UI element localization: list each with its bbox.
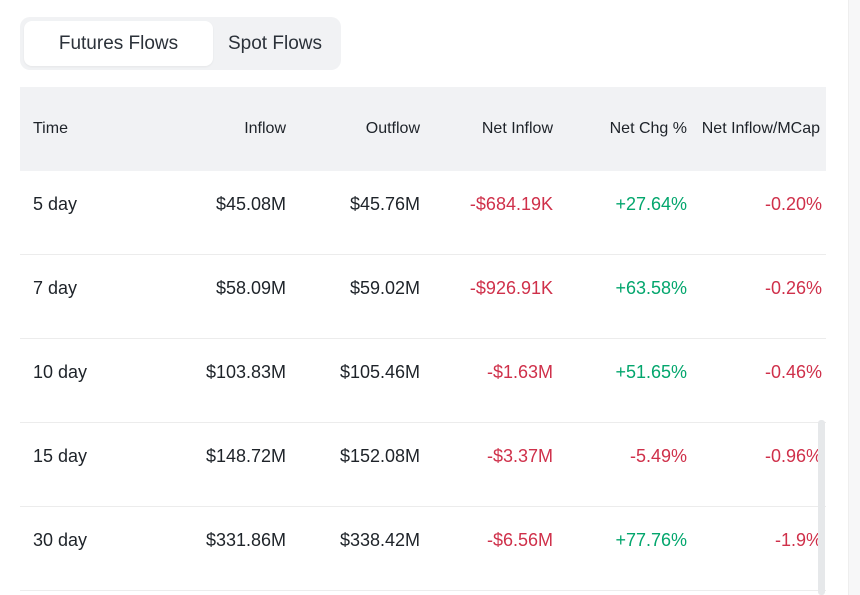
cell-time: 7 day (33, 278, 78, 298)
cell-inflow: $331.86M (205, 530, 286, 550)
table-body: 5 day $45.08M $45.76M -$684.19K +27.64% … (20, 171, 826, 591)
cell-time: 15 day (33, 446, 88, 466)
cell-net-inflow-mcap: -0.46% (764, 362, 822, 382)
table-header: Time Inflow Outflow Net Inflow Net Chg %… (20, 87, 826, 171)
flows-table: Time Inflow Outflow Net Inflow Net Chg %… (20, 87, 826, 591)
table-row: 15 day $148.72M $152.08M -$3.37M -5.49% … (20, 423, 826, 507)
page-scrollbar-track[interactable] (848, 0, 860, 595)
cell-outflow: $152.08M (339, 446, 420, 466)
table-scrollbar[interactable] (818, 420, 825, 595)
cell-net-inflow-mcap: -0.20% (764, 194, 822, 214)
cell-net-inflow: -$684.19K (469, 194, 553, 214)
cell-net-chg: +51.65% (615, 362, 687, 382)
table-row: 5 day $45.08M $45.76M -$684.19K +27.64% … (20, 171, 826, 255)
tab-spot-flows[interactable]: Spot Flows (228, 33, 322, 54)
cell-net-inflow-mcap: -1.9% (774, 530, 822, 550)
cell-outflow: $45.76M (349, 194, 420, 214)
header-net-chg: Net Chg % (609, 120, 687, 137)
tab-futures-flows[interactable]: Futures Flows (24, 21, 213, 66)
table-row: 30 day $331.86M $338.42M -$6.56M +77.76%… (20, 507, 826, 591)
header-net-inflow: Net Inflow (481, 120, 553, 137)
cell-time: 5 day (33, 194, 78, 214)
header-outflow: Outflow (365, 120, 420, 137)
cell-outflow: $105.46M (339, 362, 420, 382)
cell-inflow: $45.08M (215, 194, 286, 214)
table-row: 7 day $58.09M $59.02M -$926.91K +63.58% … (20, 255, 826, 339)
cell-net-chg: +63.58% (615, 278, 687, 298)
cell-net-chg: +77.76% (615, 530, 687, 550)
table-row: 10 day $103.83M $105.46M -$1.63M +51.65%… (20, 339, 826, 423)
cell-net-inflow: -$1.63M (486, 362, 553, 382)
cell-net-chg: -5.49% (629, 446, 687, 466)
cell-time: 30 day (33, 530, 88, 550)
flows-tab-switch: Futures Flows Spot Flows (20, 17, 341, 70)
cell-inflow: $58.09M (215, 278, 286, 298)
cell-net-inflow: -$926.91K (469, 278, 553, 298)
cell-outflow: $59.02M (349, 278, 420, 298)
cell-inflow: $148.72M (205, 446, 286, 466)
cell-time: 10 day (33, 362, 88, 382)
cell-outflow: $338.42M (339, 530, 420, 550)
header-inflow: Inflow (244, 120, 286, 137)
header-net-inflow-mcap: Net Inflow/MCap (701, 120, 820, 137)
cell-net-inflow-mcap: -0.96% (764, 446, 822, 466)
cell-net-chg: +27.64% (615, 194, 687, 214)
cell-net-inflow-mcap: -0.26% (764, 278, 822, 298)
cell-net-inflow: -$6.56M (486, 530, 553, 550)
header-time: Time (33, 120, 68, 137)
cell-net-inflow: -$3.37M (486, 446, 553, 466)
cell-inflow: $103.83M (205, 362, 286, 382)
